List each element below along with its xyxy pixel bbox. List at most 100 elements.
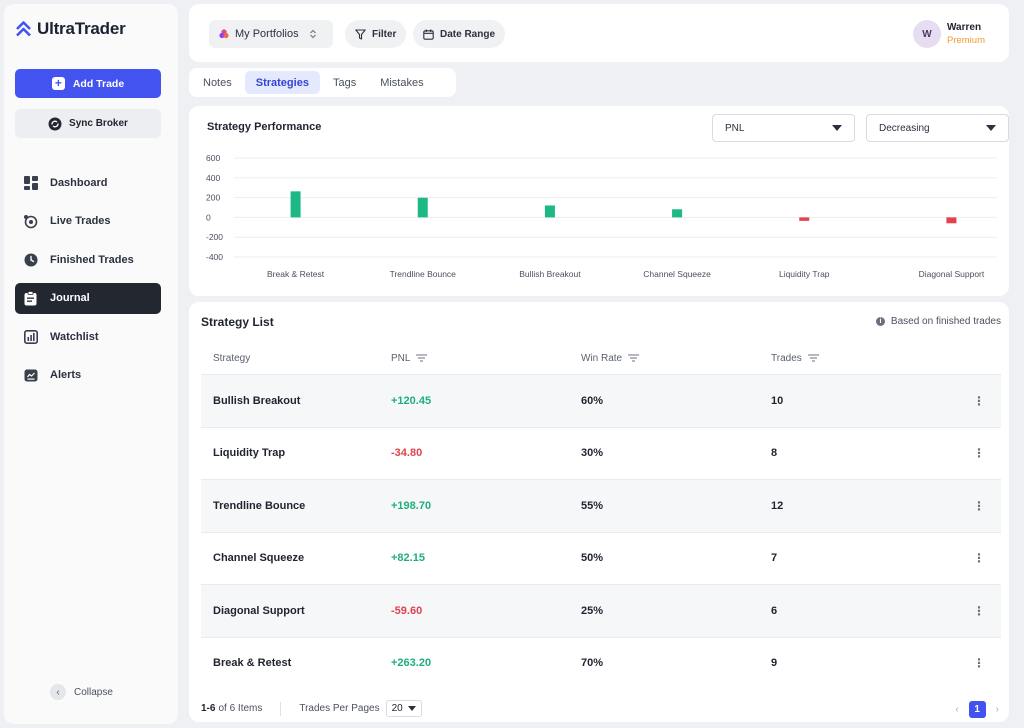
calendar-icon xyxy=(423,29,434,40)
more-vertical-icon: ⋮ xyxy=(973,551,985,566)
sort-icon xyxy=(416,354,428,362)
chart-bar[interactable] xyxy=(946,217,957,224)
column-header-pnl[interactable]: PNL xyxy=(391,353,581,364)
sidebar-item-finished-trades[interactable]: Finished Trades xyxy=(15,244,161,275)
table-row[interactable]: Channel Squeeze +82.15 50% 7 ⋮ xyxy=(201,531,1001,585)
divider xyxy=(280,701,282,716)
page-button-1[interactable]: 1 xyxy=(968,701,986,718)
sidebar: UltraTrader + Add Trade Sync Broker Dash… xyxy=(4,4,178,724)
sidebar-item-live-trades[interactable]: Live Trades xyxy=(15,206,161,237)
portfolio-selector[interactable]: My Portfolios xyxy=(209,20,333,48)
prev-page-button[interactable]: ‹ xyxy=(955,704,959,715)
table-row[interactable]: Liquidity Trap -34.80 30% 8 ⋮ xyxy=(201,426,1001,480)
chart-bar[interactable] xyxy=(290,191,301,218)
sidebar-item-label: Alerts xyxy=(50,369,82,381)
y-tick-label: 200 xyxy=(206,193,220,203)
table-row[interactable]: Trendline Bounce +198.70 55% 12 ⋮ xyxy=(201,479,1001,532)
sidebar-item-label: Finished Trades xyxy=(50,253,134,266)
chart-bar[interactable] xyxy=(544,205,555,218)
sidebar-item-watchlist[interactable]: Watchlist xyxy=(15,321,161,352)
add-trade-button[interactable]: + Add Trade xyxy=(15,69,161,98)
row-menu-button[interactable]: ⋮ xyxy=(961,446,1001,460)
column-header-strategy[interactable]: Strategy xyxy=(201,353,391,364)
trades-cell: 6 xyxy=(771,604,778,617)
sidebar-item-dashboard[interactable]: Dashboard xyxy=(15,167,161,198)
table-row[interactable]: Bullish Breakout +120.45 60% 10 ⋮ xyxy=(201,374,1001,427)
journal-tabs: Notes Strategies Tags Mistakes xyxy=(189,68,456,97)
pagination: ‹ 1 › xyxy=(955,701,999,718)
user-tier: Premium xyxy=(946,35,985,46)
row-menu-button[interactable]: ⋮ xyxy=(961,604,1001,618)
strategy-list-card: Strategy List i Based on finished trades… xyxy=(189,302,1009,722)
user-name: Warren xyxy=(946,22,982,33)
filter-button[interactable]: Filter xyxy=(345,20,407,48)
sidebar-item-label: Watchlist xyxy=(50,330,99,343)
sort-icon xyxy=(628,354,640,362)
user-menu[interactable]: W Warren Premium xyxy=(912,20,985,48)
trades-cell: 8 xyxy=(771,447,778,460)
row-menu-button[interactable]: ⋮ xyxy=(961,551,1001,565)
filter-icon xyxy=(355,28,366,40)
sidebar-item-alerts[interactable]: Alerts xyxy=(15,360,161,391)
row-menu-button[interactable]: ⋮ xyxy=(961,499,1001,513)
x-tick-label: Trendline Bounce xyxy=(390,269,457,279)
more-vertical-icon: ⋮ xyxy=(973,603,985,618)
collapse-button[interactable]: ‹ Collapse xyxy=(50,684,113,700)
order-select-value: Decreasing xyxy=(879,122,930,134)
chart-bar[interactable] xyxy=(417,197,428,218)
strategy-name-cell: Break & Retest xyxy=(213,657,292,670)
x-tick-label: Channel Squeeze xyxy=(643,269,711,279)
win-rate-cell: 25% xyxy=(581,604,604,617)
pager-range: 1-6 xyxy=(201,703,216,714)
date-range-button[interactable]: Date Range xyxy=(413,20,506,48)
metric-select-value: PNL xyxy=(725,122,745,134)
strategy-name-cell: Bullish Breakout xyxy=(213,394,301,407)
trades-cell: 9 xyxy=(771,657,778,670)
sort-icon xyxy=(807,354,819,362)
more-vertical-icon: ⋮ xyxy=(973,393,985,408)
chart-bar[interactable] xyxy=(672,209,683,218)
chart-bar[interactable] xyxy=(799,217,810,221)
order-select[interactable]: Decreasing xyxy=(866,114,1009,142)
metric-select[interactable]: PNL xyxy=(712,114,855,142)
sidebar-item-label: Dashboard xyxy=(50,176,108,189)
portfolio-icon xyxy=(219,29,229,39)
row-menu-button[interactable]: ⋮ xyxy=(961,656,1001,670)
alert-icon xyxy=(23,368,38,383)
y-tick-label: 600 xyxy=(206,153,220,163)
strategy-name-cell: Trendline Bounce xyxy=(213,499,306,512)
caret-down-icon xyxy=(986,125,996,131)
tab-strategies[interactable]: Strategies xyxy=(244,71,320,94)
sidebar-item-journal[interactable]: Journal xyxy=(15,282,161,314)
clipboard-icon xyxy=(23,290,38,306)
table-row[interactable]: Diagonal Support -59.60 25% 6 ⋮ xyxy=(201,584,1001,637)
column-header-win-rate[interactable]: Win Rate xyxy=(581,353,771,364)
next-page-button[interactable]: › xyxy=(995,704,999,715)
list-note: i Based on finished trades xyxy=(875,316,1001,327)
collapse-label: Collapse xyxy=(74,686,113,698)
win-rate-cell: 70% xyxy=(581,657,604,670)
y-tick-label: 0 xyxy=(206,212,211,222)
chart-title: Strategy Performance xyxy=(207,121,322,133)
per-page-select[interactable]: 20 xyxy=(385,700,422,717)
sync-broker-button[interactable]: Sync Broker xyxy=(15,109,161,138)
sidebar-nav: Dashboard Live Trades Finished Trades Jo… xyxy=(15,167,161,398)
more-vertical-icon: ⋮ xyxy=(973,498,985,513)
strategy-performance-card: Strategy Performance PNL Decreasing 600 4… xyxy=(189,106,1009,296)
dashboard-icon xyxy=(23,175,38,190)
avatar: W xyxy=(912,20,941,48)
live-trades-icon xyxy=(23,214,38,229)
table-row[interactable]: Break & Retest +263.20 70% 9 ⋮ xyxy=(201,636,1001,690)
row-menu-button[interactable]: ⋮ xyxy=(961,394,1001,408)
chart-icon xyxy=(23,329,38,344)
column-header-trades[interactable]: Trades xyxy=(771,353,961,364)
tab-notes[interactable]: Notes xyxy=(203,76,232,89)
y-tick-label: 400 xyxy=(206,173,220,183)
tab-tags[interactable]: Tags xyxy=(332,76,357,89)
pnl-cell: +198.70 xyxy=(391,499,432,512)
strategy-performance-chart: 600 400 200 0 -200 -400 Break & Retest Trendlin… xyxy=(206,153,997,279)
pager-total: of 6 Items xyxy=(218,703,263,714)
logo[interactable]: UltraTrader xyxy=(16,19,126,39)
tab-mistakes[interactable]: Mistakes xyxy=(380,76,424,89)
win-rate-cell: 50% xyxy=(581,552,604,565)
